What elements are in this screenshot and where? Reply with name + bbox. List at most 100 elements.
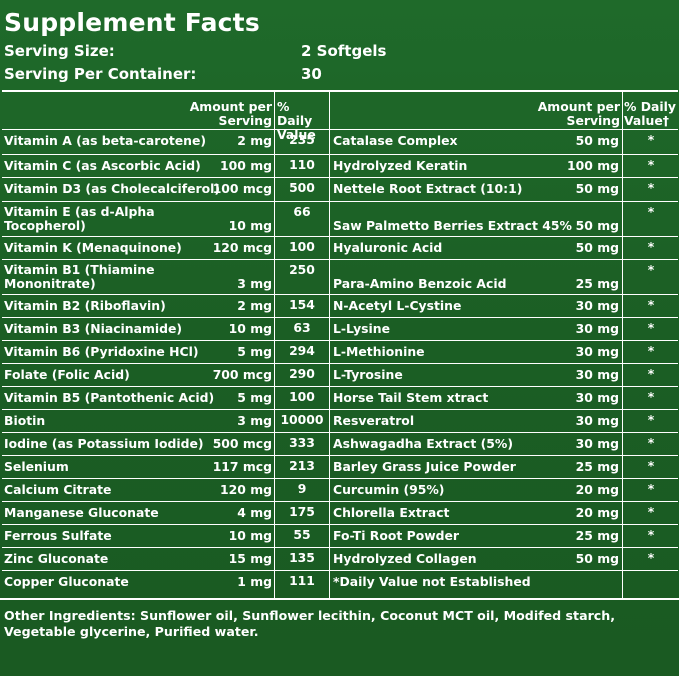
- left-nutrient-dv: 66: [293, 204, 311, 219]
- left-nutrient-name: Folate (Folic Acid): [4, 367, 130, 382]
- row-divider: [2, 294, 678, 295]
- header-divider: [2, 129, 678, 130]
- right-ingredient-dv: *: [647, 481, 655, 496]
- left-nutrient-name: Iodine (as Potassium Iodide): [4, 436, 204, 451]
- right-ingredient-dv: *: [647, 320, 655, 335]
- right-ingredient-dv: *: [647, 157, 655, 172]
- left-nutrient-name: Vitamin E (as d-Alpha Tocopherol): [4, 204, 155, 233]
- right-ingredient-name: Barley Grass Juice Powder: [333, 459, 516, 474]
- right-ingredient-name: *Daily Value not Established: [333, 574, 531, 589]
- right-ingredient-dv: *: [647, 458, 655, 473]
- left-nutrient-name: Vitamin B5 (Pantothenic Acid): [4, 390, 215, 405]
- row-divider: [2, 501, 678, 502]
- servings-per-container-value: 30: [301, 65, 322, 83]
- right-ingredient-amount: 30 mg: [575, 367, 619, 382]
- row-divider: [2, 386, 678, 387]
- serving-size-label: Serving Size:: [4, 42, 115, 60]
- left-nutrient-amount: 500 mcg: [212, 436, 272, 451]
- row-divider: [2, 363, 678, 364]
- row-divider: [2, 259, 678, 260]
- left-nutrient-name: Vitamin B1 (Thiamine Mononitrate): [4, 262, 155, 291]
- left-nutrient-amount: 3 mg: [237, 276, 272, 291]
- panel-title: Supplement Facts: [4, 8, 260, 37]
- left-nutrient-dv: 290: [289, 366, 315, 381]
- row-divider: [2, 317, 678, 318]
- left-nutrient-name: Manganese Gluconate: [4, 505, 159, 520]
- left-nutrient-name: Copper Gluconate: [4, 574, 129, 589]
- right-ingredient-dv: *: [647, 239, 655, 254]
- left-nutrient-dv: 250: [289, 262, 315, 277]
- facts-table: Amount per Serving % Daily Value Amount …: [2, 90, 678, 600]
- other-ingredients: Other Ingredients: Sunflower oil, Sunflo…: [4, 608, 615, 639]
- right-ingredient-name: Resveratrol: [333, 413, 415, 428]
- right-ingredient-amount: 30 mg: [575, 298, 619, 313]
- right-ingredient-dv: *: [647, 132, 655, 147]
- left-nutrient-dv: 500: [289, 180, 315, 195]
- row-divider: [2, 432, 678, 433]
- left-nutrient-name: Calcium Citrate: [4, 482, 112, 497]
- right-ingredient-amount: 50 mg: [575, 181, 619, 196]
- row-divider: [2, 524, 678, 525]
- left-nutrient-amount: 2 mg: [237, 133, 272, 148]
- right-ingredient-dv: *: [647, 343, 655, 358]
- left-nutrient-name: Vitamin D3 (as Cholecalciferol): [4, 181, 221, 196]
- right-ingredient-amount: 30 mg: [575, 344, 619, 359]
- left-nutrient-name: Vitamin C (as Ascorbic Acid): [4, 158, 201, 173]
- right-ingredient-amount: 30 mg: [575, 436, 619, 451]
- right-ingredient-name: N-Acetyl L-Cystine: [333, 298, 462, 313]
- left-nutrient-amount: 120 mg: [220, 482, 272, 497]
- right-ingredient-name: Saw Palmetto Berries Extract 45%: [333, 218, 572, 233]
- left-nutrient-dv: 100: [289, 389, 315, 404]
- right-ingredient-name: Chlorella Extract: [333, 505, 450, 520]
- left-nutrient-amount: 700 mcg: [212, 367, 272, 382]
- row-divider: [2, 177, 678, 178]
- right-ingredient-name: L-Lysine: [333, 321, 391, 336]
- left-nutrient-dv: 55: [293, 527, 311, 542]
- left-amount-header: Amount per Serving: [189, 99, 272, 128]
- left-nutrient-amount: 2 mg: [237, 298, 272, 313]
- left-nutrient-name: Vitamin B6 (Pyridoxine HCl): [4, 344, 199, 359]
- divider-right-dv: [622, 92, 623, 600]
- left-nutrient-dv: 110: [289, 157, 315, 172]
- divider-left-dv: [274, 92, 275, 600]
- right-ingredient-dv: *: [647, 180, 655, 195]
- left-nutrient-dv: 175: [289, 504, 315, 519]
- right-ingredient-amount: 25 mg: [575, 276, 619, 291]
- left-nutrient-amount: 15 mg: [228, 551, 272, 566]
- left-nutrient-name: Vitamin B3 (Niacinamide): [4, 321, 183, 336]
- right-ingredient-dv: *: [647, 435, 655, 450]
- right-ingredient-dv: *: [647, 504, 655, 519]
- left-nutrient-amount: 1 mg: [237, 574, 272, 589]
- row-divider: [2, 409, 678, 410]
- left-nutrient-amount: 117 mcg: [212, 459, 272, 474]
- row-divider: [2, 201, 678, 202]
- right-ingredient-amount: 30 mg: [575, 390, 619, 405]
- left-nutrient-amount: 3 mg: [237, 413, 272, 428]
- divider-center: [329, 92, 330, 600]
- left-nutrient-amount: 120 mcg: [212, 240, 272, 255]
- left-nutrient-name: Selenium: [4, 459, 69, 474]
- right-ingredient-name: Catalase Complex: [333, 133, 458, 148]
- left-nutrient-dv: 235: [289, 132, 315, 147]
- right-ingredient-name: Nettele Root Extract (10:1): [333, 181, 523, 196]
- left-nutrient-dv: 63: [293, 320, 311, 335]
- left-nutrient-dv: 111: [289, 573, 315, 588]
- row-divider: [2, 547, 678, 548]
- right-ingredient-name: Hyaluronic Acid: [333, 240, 443, 255]
- left-nutrient-dv: 135: [289, 550, 315, 565]
- left-nutrient-dv: 294: [289, 343, 315, 358]
- left-nutrient-amount: 5 mg: [237, 390, 272, 405]
- left-dv-header: % Daily Value: [277, 99, 316, 142]
- right-ingredient-amount: 50 mg: [575, 240, 619, 255]
- right-ingredient-dv: *: [647, 412, 655, 427]
- row-divider: [2, 154, 678, 155]
- right-ingredient-name: Horse Tail Stem xtract: [333, 390, 489, 405]
- left-nutrient-amount: 10 mg: [228, 528, 272, 543]
- right-ingredient-dv: *: [647, 389, 655, 404]
- right-dv-header: % Daily Value†: [624, 99, 676, 128]
- row-divider: [2, 455, 678, 456]
- left-nutrient-amount: 10 mg: [228, 218, 272, 233]
- servings-per-container-label: Serving Per Container:: [4, 65, 197, 83]
- right-ingredient-dv: *: [647, 204, 655, 219]
- left-nutrient-name: Vitamin B2 (Riboflavin): [4, 298, 166, 313]
